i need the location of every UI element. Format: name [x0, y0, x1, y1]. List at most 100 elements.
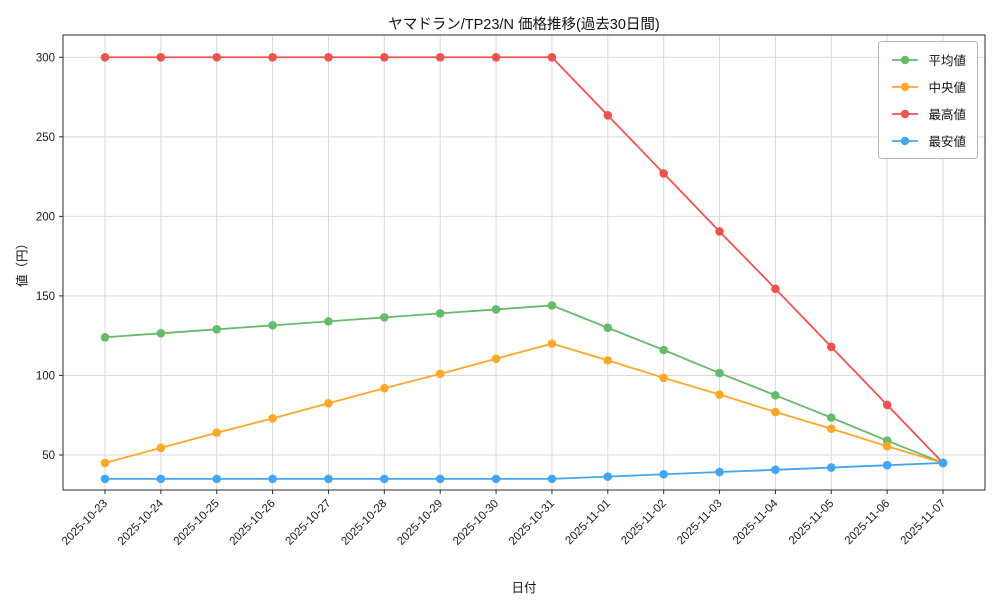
series-marker — [380, 383, 389, 393]
series-marker — [547, 339, 557, 348]
series-marker — [268, 52, 277, 62]
series-marker — [603, 356, 613, 365]
series-marker — [380, 313, 389, 322]
series-marker — [100, 458, 110, 468]
series-marker — [882, 460, 892, 470]
series-marker — [212, 474, 222, 484]
series-marker — [324, 474, 333, 484]
series-marker — [324, 398, 333, 408]
series-marker — [882, 400, 892, 410]
series-marker — [268, 321, 277, 330]
series-marker — [435, 369, 445, 379]
x-tick-label: 2025-10-24 — [116, 497, 167, 548]
x-tick-label: 2025-10-30 — [451, 498, 501, 548]
series-marker — [156, 52, 166, 62]
x-tick-label: 2025-11-03 — [675, 498, 724, 547]
legend-label: 最高値 — [928, 108, 966, 122]
series-marker — [156, 443, 166, 453]
series-marker — [771, 284, 780, 294]
y-tick-label: 150 — [36, 291, 55, 303]
series-line-3 — [105, 462, 944, 480]
legend: 平均値中央値最高値最安値 — [878, 41, 978, 159]
series-marker — [603, 323, 613, 333]
series-marker — [826, 342, 836, 352]
x-tick-label: 2025-11-05 — [787, 498, 836, 547]
legend-item: 平均値 — [890, 50, 966, 69]
series-marker — [771, 407, 780, 417]
chart-title: ヤマドラン/TP23/N 価格推移(過去30日間) — [388, 17, 660, 33]
x-tick-label: 2025-11-02 — [619, 498, 668, 547]
series-marker — [491, 52, 501, 62]
series-marker — [491, 474, 501, 484]
x-tick-label: 2025-10-25 — [172, 498, 222, 548]
series-marker — [268, 414, 277, 423]
x-tick-label: 2025-11-06 — [843, 498, 892, 547]
legend-marker-icon — [892, 109, 919, 118]
series-marker — [380, 52, 389, 62]
series-marker — [212, 52, 222, 62]
series-marker — [491, 305, 501, 314]
series-marker — [715, 368, 724, 378]
series-marker — [659, 469, 668, 479]
x-tick-label: 2025-10-28 — [339, 498, 389, 548]
x-tick-label: 2025-10-27 — [284, 498, 334, 548]
x-tick-label: 2025-10-26 — [228, 498, 278, 548]
series-marker — [100, 52, 110, 62]
series-marker — [491, 354, 501, 364]
series-marker — [771, 465, 780, 475]
series-marker — [268, 474, 277, 484]
series-marker — [156, 474, 166, 484]
series-marker — [603, 111, 613, 120]
x-tick-label: 2025-10-31 — [507, 498, 557, 548]
series-marker — [324, 52, 333, 62]
series-marker — [435, 474, 445, 484]
series-marker — [547, 474, 557, 484]
series-marker — [100, 474, 110, 484]
series-marker — [938, 458, 948, 468]
x-tick-label: 2025-11-04 — [731, 497, 781, 547]
series-line-2 — [105, 56, 944, 464]
series-marker — [826, 424, 836, 434]
series-marker — [882, 441, 892, 451]
series-marker — [659, 169, 668, 178]
series-line-1 — [104, 342, 944, 464]
legend-marker-icon — [892, 136, 919, 145]
legend-label: 平均値 — [928, 54, 966, 68]
y-tick-label: 250 — [36, 132, 55, 144]
legend-item: 最安値 — [890, 131, 966, 150]
series-marker — [659, 345, 668, 355]
series-marker — [826, 413, 836, 422]
legend-item: 最高値 — [890, 104, 966, 123]
series-marker — [771, 391, 780, 400]
series-marker — [715, 467, 724, 477]
legend-label: 最安値 — [928, 135, 966, 149]
series-marker — [435, 52, 445, 62]
series-marker — [547, 301, 557, 310]
x-axis-label: 日付 — [511, 581, 537, 595]
series-marker — [156, 328, 166, 338]
y-tick-label: 100 — [36, 370, 55, 382]
series-line-0 — [104, 304, 944, 464]
series-marker — [603, 472, 613, 481]
x-tick-label: 2025-10-23 — [60, 498, 110, 548]
legend-marker-icon — [892, 82, 919, 91]
series-marker — [212, 428, 222, 438]
series-marker — [547, 52, 557, 62]
series-marker — [715, 227, 724, 236]
series-marker — [715, 390, 724, 399]
series-marker — [100, 332, 110, 342]
y-tick-label: 300 — [36, 52, 55, 64]
x-tick-label: 2025-11-07 — [899, 498, 948, 547]
legend-marker-icon — [892, 55, 919, 64]
series-marker — [212, 325, 222, 334]
y-tick-label: 200 — [36, 211, 55, 223]
x-tick-label: 2025-11-01 — [563, 498, 612, 547]
y-tick-label: 50 — [42, 450, 55, 462]
x-tick-label: 2025-10-29 — [395, 498, 445, 548]
series-marker — [324, 317, 333, 326]
legend-item: 中央値 — [890, 77, 966, 96]
series-marker — [435, 309, 445, 318]
series-marker — [826, 463, 836, 472]
